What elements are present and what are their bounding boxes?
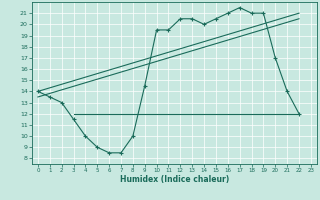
X-axis label: Humidex (Indice chaleur): Humidex (Indice chaleur): [120, 175, 229, 184]
